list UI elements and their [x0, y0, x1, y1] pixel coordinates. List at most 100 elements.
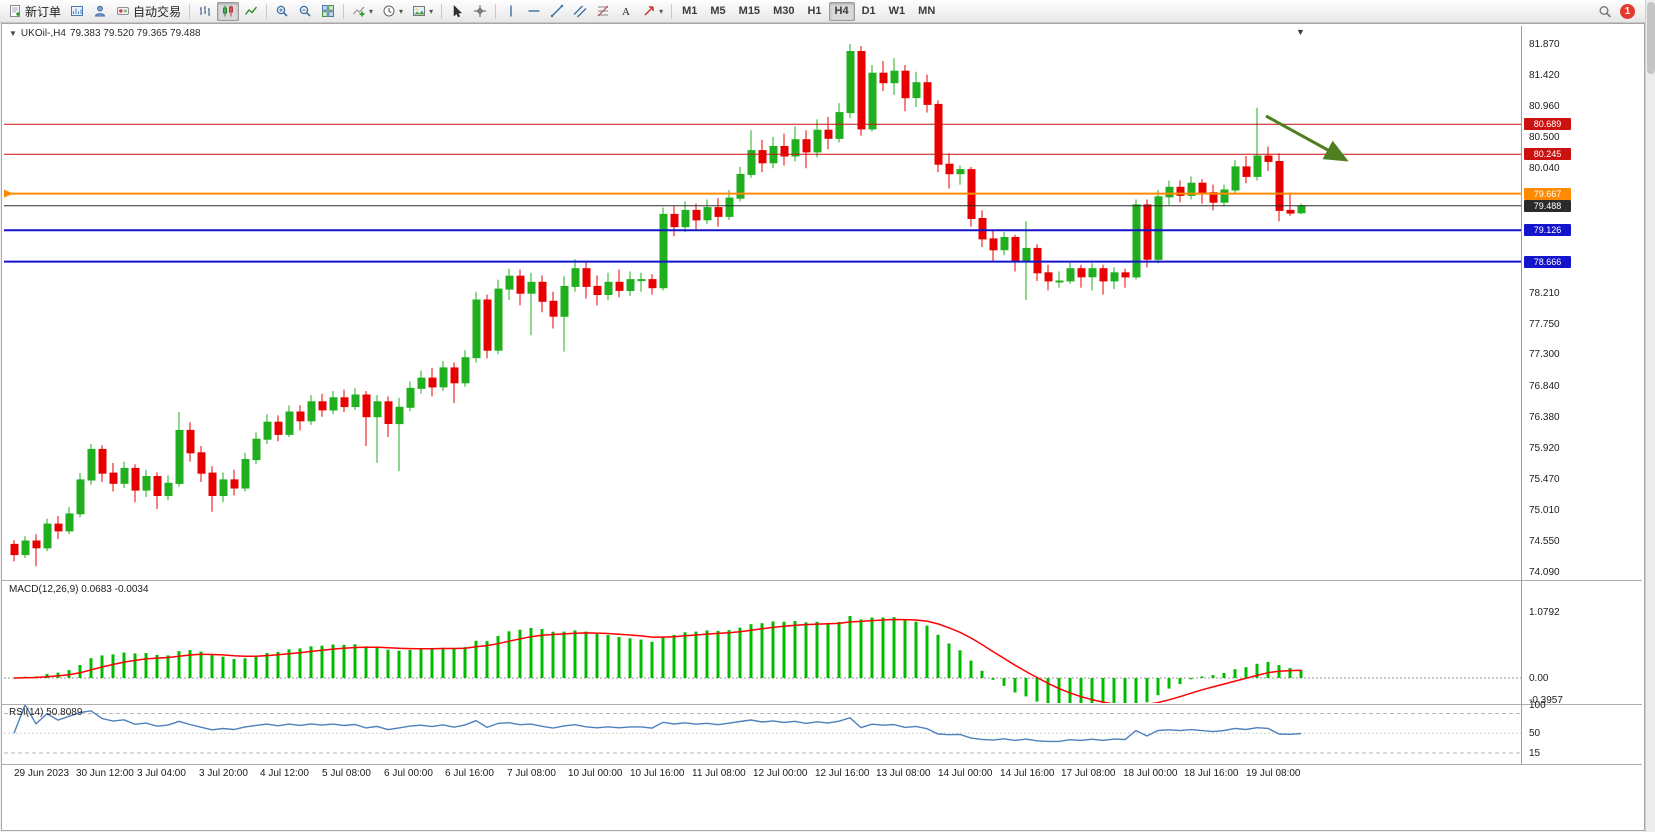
price-axis-label: 80.040	[1529, 163, 1560, 174]
toolbar-buttons: 新订单 自动交易 ▾ ▾ ▾ A ▾ M1 M5 M15 M30 H1 H4 D1 W1 MN	[4, 1, 941, 21]
scrollbar-thumb[interactable]	[1647, 2, 1655, 74]
horizontal-line-button[interactable]	[523, 2, 545, 21]
bar-chart-button[interactable]	[194, 2, 216, 21]
rsi-axis-label: 50	[1529, 728, 1541, 739]
zoom-in-button[interactable]	[271, 2, 293, 21]
profile-icon	[93, 4, 107, 18]
time-axis-label: 12 Jul 00:00	[753, 768, 808, 779]
price-axis-label: 77.300	[1529, 349, 1560, 360]
timeframe-m5-button[interactable]: M5	[710, 5, 726, 17]
time-axis-label: 14 Jul 16:00	[1000, 768, 1055, 779]
timeframe-m15-button[interactable]: M15	[738, 5, 761, 17]
profiles-button[interactable]	[89, 2, 111, 21]
tile-icon	[321, 4, 335, 18]
price-line-badge-79.667: 79.667	[1524, 188, 1571, 200]
toolbar-separator	[671, 3, 673, 19]
time-axis-label: 19 Jul 08:00	[1246, 768, 1301, 779]
annotation-arrow	[1265, 114, 1349, 162]
vertical-scrollbar[interactable]	[1645, 0, 1655, 832]
template-icon	[412, 4, 426, 18]
fibonacci-button[interactable]	[592, 2, 614, 21]
timeframe-mn-button[interactable]: MN	[918, 5, 936, 17]
chart-windows-button[interactable]	[66, 2, 88, 21]
search-icon[interactable]	[1598, 4, 1612, 18]
text-button[interactable]: A	[615, 2, 637, 21]
toolbar-separator	[189, 3, 191, 19]
price-axis: 80.689 80.245 79.667 79.488 79.126 78.666 81.8…	[1523, 24, 1642, 784]
symbol-dropdown-icon[interactable]: ▼	[9, 29, 17, 38]
trendline-button[interactable]	[546, 2, 568, 21]
chart-shift-marker: ▼	[1296, 27, 1305, 37]
time-axis-label: 10 Jul 00:00	[568, 768, 623, 779]
algo-trading-button-label: 自动交易	[133, 4, 182, 19]
price-axis-label: 76.840	[1529, 381, 1560, 392]
chart-symbol-header: ▼ UKOil-,H4 79.383 79.520 79.365 79.488	[9, 28, 201, 39]
toolbar-separator	[343, 3, 345, 19]
channel-icon	[573, 4, 587, 18]
toolbar-separator	[495, 3, 497, 19]
dropdown-caret-icon: ▾	[659, 6, 664, 16]
macd-axis-label: 0.00	[1529, 673, 1549, 684]
macd-axis-label: -0.3957	[1529, 695, 1563, 706]
templates-button[interactable]: ▾	[408, 2, 437, 21]
candles-chart-icon	[221, 4, 235, 18]
crosshair-button[interactable]	[469, 2, 491, 21]
symbol-title: UKOil-,H4	[20, 28, 66, 39]
time-axis-separator	[2, 764, 1642, 765]
tile-windows-button[interactable]	[317, 2, 339, 21]
price-axis-label: 74.550	[1529, 536, 1560, 547]
clock-icon	[382, 4, 396, 18]
arrows-button[interactable]: ▾	[638, 2, 667, 21]
time-axis-label: 4 Jul 12:00	[260, 768, 309, 779]
arrows-icon	[642, 4, 656, 18]
rsi-indicator-panel[interactable]	[4, 705, 1521, 763]
vertical-line-button[interactable]	[500, 2, 522, 21]
main-price-chart[interactable]	[4, 26, 1521, 580]
price-axis-label: 78.210	[1529, 288, 1560, 299]
candlestick-chart-button[interactable]	[217, 1, 240, 21]
channel-button[interactable]	[569, 2, 591, 21]
indicators-button[interactable]: ▾	[348, 2, 377, 21]
time-axis-label: 5 Jul 08:00	[322, 768, 371, 779]
panel-separator-rsi[interactable]	[2, 704, 1642, 705]
bars-chart-icon	[198, 4, 212, 18]
time-axis-label: 18 Jul 00:00	[1123, 768, 1178, 779]
timeframe-d1-button[interactable]: D1	[861, 5, 876, 17]
new-order-button[interactable]: 新订单	[4, 2, 65, 21]
time-axis-label: 7 Jul 08:00	[507, 768, 556, 779]
price-axis-label: 75.010	[1529, 505, 1560, 516]
time-axis-label: 6 Jul 00:00	[384, 768, 433, 779]
vline-icon	[504, 4, 518, 18]
chart-window-icon	[70, 4, 84, 18]
price-axis-label: 74.090	[1529, 567, 1560, 578]
macd-indicator-label: MACD(12,26,9) 0.0683 -0.0034	[9, 584, 149, 595]
panel-separator-macd[interactable]	[2, 580, 1642, 581]
time-axis-label: 18 Jul 16:00	[1184, 768, 1239, 779]
timeframe-h1-button[interactable]: H1	[807, 5, 822, 17]
timeframe-m30-button[interactable]: M30	[773, 5, 795, 17]
zoom-out-button[interactable]	[294, 2, 316, 21]
periods-button[interactable]: ▾	[378, 2, 407, 21]
price-axis-label: 76.380	[1529, 412, 1560, 423]
cursor-button[interactable]	[446, 2, 468, 21]
price-line-badge-79.488: 79.488	[1524, 200, 1571, 212]
svg-text:A: A	[622, 6, 630, 18]
time-axis-label: 6 Jul 16:00	[445, 768, 494, 779]
timeframe-h4-button[interactable]: H4	[828, 1, 855, 21]
time-axis-label: 13 Jul 08:00	[876, 768, 931, 779]
notification-badge[interactable]: 1	[1620, 3, 1635, 19]
timeframe-m1-button[interactable]: M1	[682, 5, 698, 17]
price-axis-label: 77.750	[1529, 319, 1560, 330]
text-icon: A	[619, 4, 633, 18]
price-axis-label: 80.960	[1529, 101, 1560, 112]
line-chart-button[interactable]	[240, 2, 262, 21]
time-axis: 29 Jun 2023 30 Jun 12:00 3 Jul 04:00 3 Jul …	[4, 766, 1521, 782]
indicators-icon	[352, 4, 366, 18]
algo-trading-button[interactable]: 自动交易	[112, 2, 185, 21]
rsi-axis-label: 15	[1529, 748, 1541, 759]
rsi-axis-label: 100	[1529, 700, 1546, 711]
timeframe-w1-button[interactable]: W1	[888, 5, 906, 17]
price-axis-label: 75.470	[1529, 474, 1560, 485]
new-order-button-label: 新订单	[25, 4, 62, 19]
macd-indicator-panel[interactable]	[4, 582, 1521, 703]
